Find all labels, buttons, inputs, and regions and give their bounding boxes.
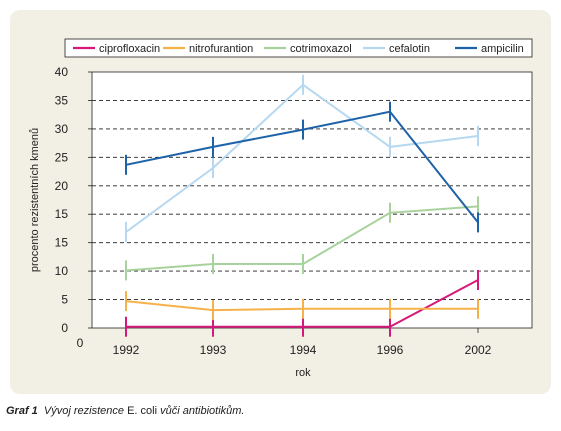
y-tick-label: 15	[55, 207, 69, 221]
x-tick-label: 1994	[290, 343, 317, 357]
legend-label: nitrofurantion	[189, 43, 253, 55]
x-tick-label: 1993	[200, 343, 227, 357]
chart: ciprofloxacin nitrofurantion cotrimoxazol c…	[29, 38, 533, 379]
caption-label: Graf 1	[6, 405, 38, 417]
plot-area	[91, 71, 533, 329]
legend-box	[64, 38, 533, 58]
y-tick-label: 30	[55, 122, 69, 136]
series-ampicilin	[125, 101, 479, 233]
series-group	[125, 74, 479, 337]
x-origin-label: 0	[77, 336, 84, 350]
legend-label: cefalotin	[389, 43, 430, 55]
x-tick-label: 2002	[465, 343, 492, 357]
y-tick-label: 10	[55, 264, 69, 278]
x-tick-label: 1992	[113, 343, 140, 357]
series-ciprofloxacin	[125, 270, 479, 337]
y-tick-label: 40	[55, 65, 69, 79]
caption-text-before: Vývoj rezistence	[43, 405, 128, 417]
series-nitrofurantion	[125, 291, 479, 321]
x-tick-label: 1996	[377, 343, 404, 357]
series-cefalotin	[125, 74, 479, 242]
caption-text-after: vůči antibiotikům.	[157, 405, 245, 417]
legend-label: ciprofloxacin	[99, 43, 160, 55]
y-axis-label: procento rezistentních kmenů	[29, 128, 41, 272]
legend: ciprofloxacin nitrofurantion cotrimoxazol c…	[73, 43, 524, 55]
legend-label: cotrimoxazol	[290, 43, 352, 55]
y-tick-label: 25	[55, 150, 69, 164]
y-tick-label: 5	[61, 293, 68, 307]
y-tick-label: 15	[55, 236, 69, 250]
series-cotrimoxazol	[125, 196, 479, 281]
y-axis: 0 5 10 15 15 20 25 30 35 40	[55, 65, 92, 335]
legend-label: ampicilin	[481, 43, 524, 55]
caption-organism: E. coli	[127, 405, 158, 417]
y-tick-label: 35	[55, 93, 69, 107]
x-axis-label: rok	[295, 367, 311, 379]
y-tick-label: 0	[61, 321, 68, 335]
y-tick-label: 20	[55, 179, 69, 193]
x-axis: 1992 1993 1994 1996 2002	[113, 328, 492, 357]
figure-caption: Graf 1 Vývoj rezistence E. coli vůči ant…	[6, 405, 244, 417]
